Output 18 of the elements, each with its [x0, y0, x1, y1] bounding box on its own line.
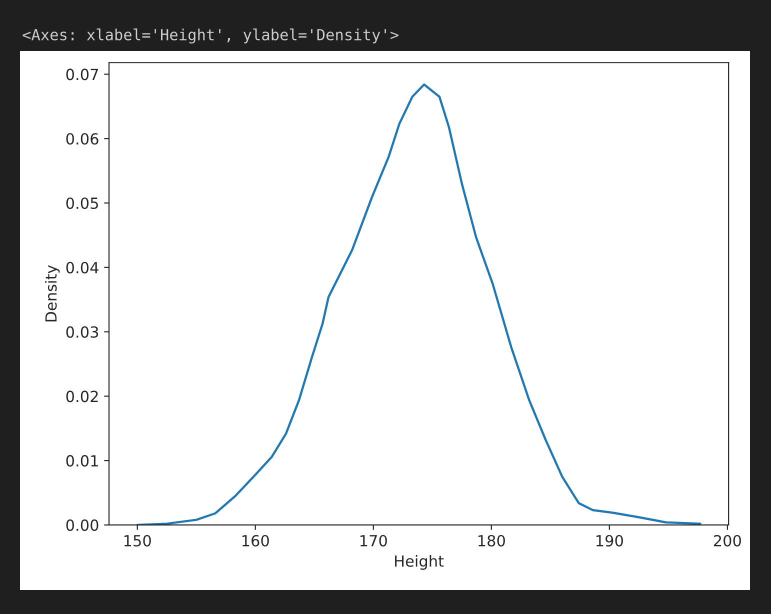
y-tick-label: 0.03: [66, 326, 98, 338]
y-tick-label: 0.06: [66, 133, 98, 145]
x-tick-label: 180: [478, 534, 505, 547]
text: <Axes: xlabel='Height', ylabel='Density'>: [22, 28, 398, 44]
x-axis-title: Height: [395, 555, 444, 570]
y-tick-label: 0.04: [66, 262, 98, 274]
y-tick-label: 0.07: [66, 68, 98, 80]
y-tick-label: 0.01: [66, 455, 98, 467]
x-tick-label: 150: [124, 534, 151, 547]
x-tick-label: 160: [242, 534, 269, 547]
line-series: [136, 83, 702, 525]
x-tick-label: 170: [360, 534, 387, 547]
y-tick-label: 0.05: [66, 197, 98, 210]
x-tick-label: 200: [714, 534, 741, 547]
y-axis-title: Density: [44, 265, 60, 322]
y-tick-label: 0.00: [66, 519, 98, 531]
x-tick-label: 190: [596, 534, 623, 547]
y-tick-label: 0.02: [66, 390, 98, 402]
